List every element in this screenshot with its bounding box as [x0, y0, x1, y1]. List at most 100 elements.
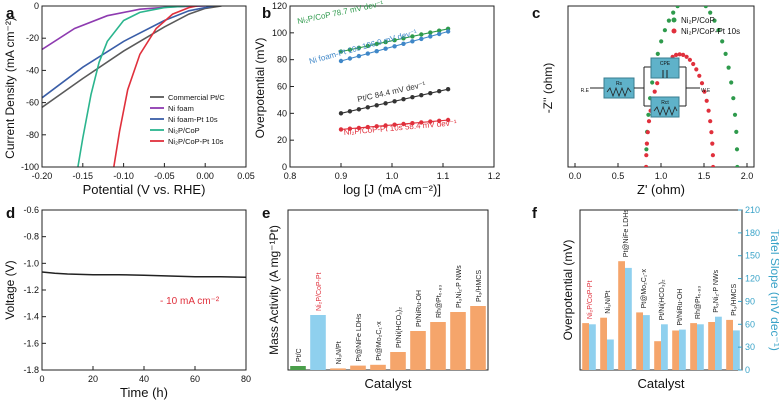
panel-label-e: e: [262, 205, 270, 222]
panel-e-bar: [470, 306, 486, 370]
panel-a-series: [42, 6, 222, 167]
panel-c-xtick-label: 2.0: [741, 171, 754, 181]
panel-b-point: [428, 34, 433, 39]
panel-b-point: [356, 45, 362, 50]
panel-c-xtick-label: 1.0: [655, 171, 668, 181]
panel-f-right-ytick-label: 60: [745, 319, 755, 329]
panel-b-series: Ni₂P/CoP 78.7 mV dev⁻¹Ni foam-Pt 10s 106…: [297, 0, 458, 137]
panel-label-d: d: [6, 205, 15, 222]
panel-c-point: [671, 10, 676, 15]
circuit-label-cpe: CPE: [660, 61, 671, 67]
panel-c-point: [677, 52, 682, 57]
panel-a-ytick-label: -40: [26, 65, 39, 75]
panel-b-point: [401, 36, 406, 41]
panel-b-point: [445, 87, 451, 92]
panel-b-series-label: Ni₂P/CoP-Pt 10s 58.4 mV dev⁻¹: [343, 118, 457, 137]
panel-c-point: [699, 0, 703, 4]
panel-d-xlabel: Time (h): [120, 385, 168, 400]
panel-b-point: [356, 53, 362, 59]
panel-c-xtick-label: 1.5: [698, 171, 711, 181]
panel-f-overpotential-bar: [600, 317, 607, 370]
panel-e-bar: [390, 352, 406, 370]
panel-f-bar-label: Ni₃N/Pt: [605, 291, 612, 314]
panel-f-tafel-bar: [715, 316, 722, 370]
panel-b-point: [383, 39, 388, 45]
panel-f-right-ytick-label: 210: [745, 205, 760, 215]
panel-c-point: [655, 81, 660, 86]
panel-a-yticks: 0 -20 -40 -60 -80 -100: [21, 1, 46, 172]
panel-f-overpotential-bar: [690, 323, 697, 370]
panel-b: Ni₂P/CoP 78.7 mV dev⁻¹Ni foam-Pt 10s 106…: [253, 0, 500, 197]
panel-c-legend-marker: [671, 17, 677, 23]
panel-c-xtick-label: 0.5: [612, 171, 625, 181]
panel-b-ytick-label: 0: [282, 162, 287, 172]
panel-a-xtick-label: -0.05: [154, 171, 175, 181]
panel-c-point: [644, 141, 650, 146]
panel-a: -0.20 -0.15 -0.10 -0.05 0.00 0.05 0 -20 -40 -60 -…: [3, 1, 255, 197]
panel-label-a: a: [6, 5, 15, 22]
panel-c-legend: Ni₂P/CoP Ni₂P/CoP-Pt 10s: [671, 16, 740, 36]
panel-f-overpotential-bar: [708, 322, 715, 370]
panel-label-b: b: [262, 5, 271, 22]
panel-a-xtick-label: -0.15: [73, 171, 94, 181]
panel-e-bar-label: Pt/NiRu-OH: [416, 290, 423, 327]
panel-f-right-ytick-label: 0: [745, 365, 750, 375]
panel-b-point: [437, 28, 442, 33]
panel-b-point: [445, 117, 451, 123]
panel-c-point: [734, 129, 739, 134]
panel-b-point: [392, 99, 397, 104]
panel-c: 0.0 0.5 1.0 1.5 2.0 Z' (ohm) -Z'' (ohm) Ni₂P…: [541, 0, 755, 197]
panel-e-bar: [350, 365, 366, 370]
panel-b-series-label: Ni foam-Pt 10s 106.9 mV dev⁻¹: [308, 28, 418, 66]
panel-c-point: [734, 147, 740, 152]
panel-e-bar: [450, 312, 466, 370]
panel-b-point: [410, 39, 415, 44]
panel-b-point: [365, 105, 370, 110]
panel-b-xtick-label: 1.2: [488, 171, 501, 181]
panel-label-f: f: [532, 205, 538, 222]
panel-c-point: [680, 0, 684, 4]
panel-c-point: [644, 153, 649, 158]
panel-a-xtick-label: 0.05: [237, 171, 255, 181]
panel-b-point: [365, 124, 370, 130]
panel-f: Ni₂P/CoP-Pt Ni₃N/Pt Pt@NiFe LDHs Pt@Mo₂C₁-x…: [561, 205, 779, 391]
panel-c-xtick-label: 0.0: [569, 171, 582, 181]
panel-f-bar-label: Pt/NiRu-OH: [677, 289, 684, 326]
panel-c-point: [702, 89, 707, 94]
panel-f-right-ytick-label: 120: [745, 274, 760, 284]
panel-c-point: [646, 112, 651, 117]
panel-f-bars: Ni₂P/CoP-Pt Ni₃N/Pt Pt@NiFe LDHs Pt@Mo₂C₁-x…: [582, 209, 740, 370]
panel-b-point: [338, 58, 344, 64]
panel-b-point: [383, 101, 388, 106]
circuit-label-we: W.E: [701, 88, 711, 94]
panel-b-point: [338, 111, 344, 116]
panel-c-point: [684, 54, 689, 59]
panel-b-ytick-label: 20: [277, 135, 287, 145]
panel-b-point: [338, 127, 344, 132]
panel-c-point: [710, 141, 715, 146]
panel-c-point: [709, 130, 714, 135]
panel-e-bar-label: Rh@Pt₀.₈₃: [436, 285, 443, 318]
panel-c-series: [644, 0, 740, 167]
panel-b-point: [437, 89, 442, 94]
panel-c-point: [703, 6, 708, 9]
panel-f-tafel-bar: [643, 315, 650, 370]
panel-b-point: [437, 31, 442, 37]
panel-b-point: [401, 97, 406, 102]
panel-a-ytick-label: -20: [26, 33, 39, 43]
panel-b-ylabel: Overpotential (mV): [253, 38, 267, 139]
panel-b-point: [410, 121, 415, 126]
panel-f-overpotential-bar: [582, 323, 589, 370]
panel-b-point: [428, 91, 433, 96]
panel-d-xticks: 0 20 40 60 80: [39, 366, 251, 384]
panel-b-point: [428, 30, 433, 35]
panel-a-xticks: -0.20 -0.15 -0.10 -0.05 0.00 0.05: [32, 163, 255, 181]
panel-e-bar: [330, 368, 346, 370]
panel-f-bar-label: Pt/Ni(HCO₃)₂: [659, 279, 666, 320]
panel-a-legend-label: Ni foam: [168, 104, 194, 113]
panel-b-series-label: Pt/C 84.4 mV dev⁻¹: [356, 80, 426, 104]
panel-c-point: [708, 10, 713, 15]
panel-c-ylabel: -Z'' (ohm): [541, 63, 555, 114]
panel-f-bar-label: Pt@Mo₂C₁-x: [641, 268, 648, 308]
